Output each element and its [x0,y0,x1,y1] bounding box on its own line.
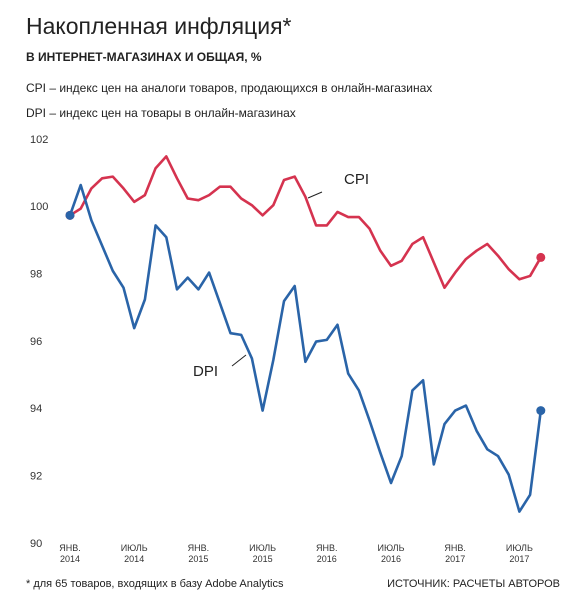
x-tick-label: ЯНВ. 2015 [187,543,210,564]
label-leader [231,354,247,367]
line [68,183,543,513]
footnote: * для 65 товаров, входящих в базу Adobe … [26,578,284,590]
y-tick-label: 96 [30,336,42,348]
line [69,155,542,290]
series-label: DPI [193,363,218,380]
note: CPI – индекс цен на аналоги товаров, про… [26,81,432,95]
x-tick-label: ИЮЛЬ 2016 [377,543,405,564]
x-tick-label: ИЮЛЬ 2015 [249,543,277,564]
x-tick-label: ИЮЛЬ 2014 [120,543,148,564]
subtitle: В ИНТЕРНЕТ-МАГАЗИНАХ И ОБЩАЯ, % [26,50,262,64]
y-tick-label: 102 [30,134,48,146]
x-tick-label: ЯНВ. 2016 [316,543,338,564]
x-tick-label: ИЮЛЬ 2017 [505,543,533,564]
series-label: CPI [344,171,369,188]
end-point [65,210,75,220]
y-tick-label: 94 [30,403,42,415]
note: DPI – индекс цен на товары в онлайн-мага… [26,106,296,120]
y-tick-label: 92 [30,471,42,483]
end-point [536,252,546,262]
x-tick-label: ЯНВ. 2014 [59,543,81,564]
chart-title: Накопленная инфляция* [26,13,292,39]
label-leader [307,191,323,199]
source: ИСТОЧНИК: РАСЧЕТЫ АВТОРОВ [387,578,560,590]
end-point [536,406,546,416]
x-tick-label: ЯНВ. 2017 [444,543,466,564]
y-tick-label: 98 [30,269,42,281]
y-tick-label: 100 [30,201,48,213]
y-tick-label: 90 [30,538,42,550]
